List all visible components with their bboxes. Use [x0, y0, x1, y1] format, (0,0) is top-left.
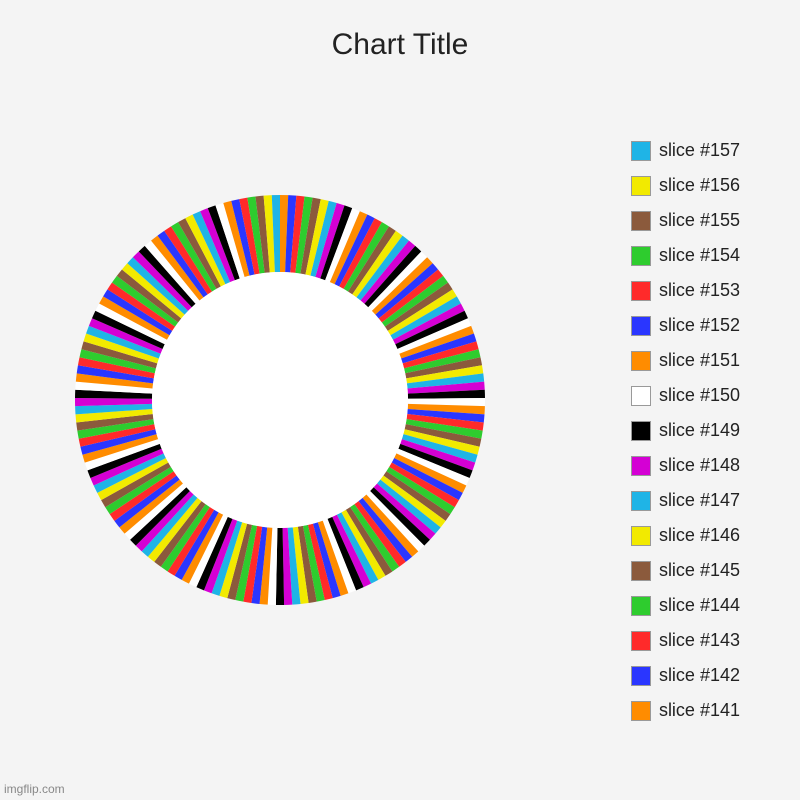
legend-item: slice #157	[631, 140, 740, 161]
legend-swatch	[631, 701, 651, 721]
legend-item: slice #142	[631, 665, 740, 686]
legend-item: slice #148	[631, 455, 740, 476]
legend-swatch	[631, 561, 651, 581]
legend-swatch	[631, 246, 651, 266]
legend-swatch	[631, 421, 651, 441]
chart-title: Chart Title	[0, 28, 800, 62]
legend-label: slice #145	[659, 560, 740, 581]
legend-item: slice #146	[631, 525, 740, 546]
legend-item: slice #154	[631, 245, 740, 266]
legend-swatch	[631, 281, 651, 301]
legend-label: slice #142	[659, 665, 740, 686]
legend-label: slice #151	[659, 350, 740, 371]
legend-label: slice #150	[659, 385, 740, 406]
legend-label: slice #148	[659, 455, 740, 476]
legend-label: slice #156	[659, 175, 740, 196]
legend-swatch	[631, 526, 651, 546]
legend-swatch	[631, 141, 651, 161]
donut-chart	[40, 160, 520, 640]
legend-label: slice #143	[659, 630, 740, 651]
legend-swatch	[631, 631, 651, 651]
legend-swatch	[631, 351, 651, 371]
legend-label: slice #144	[659, 595, 740, 616]
legend-label: slice #146	[659, 525, 740, 546]
legend-swatch	[631, 176, 651, 196]
legend-label: slice #147	[659, 490, 740, 511]
legend-swatch	[631, 666, 651, 686]
legend-label: slice #157	[659, 140, 740, 161]
legend-label: slice #155	[659, 210, 740, 231]
legend-label: slice #141	[659, 700, 740, 721]
legend-item: slice #144	[631, 595, 740, 616]
legend-label: slice #153	[659, 280, 740, 301]
legend-swatch	[631, 491, 651, 511]
legend-item: slice #149	[631, 420, 740, 441]
legend-swatch	[631, 386, 651, 406]
legend-swatch	[631, 456, 651, 476]
legend-item: slice #155	[631, 210, 740, 231]
legend-item: slice #150	[631, 385, 740, 406]
legend: slice #157 slice #156 slice #155 slice #154…	[631, 140, 740, 721]
legend-item: slice #147	[631, 490, 740, 511]
legend-item: slice #141	[631, 700, 740, 721]
legend-item: slice #153	[631, 280, 740, 301]
donut-hole	[152, 272, 408, 528]
legend-item: slice #145	[631, 560, 740, 581]
legend-label: slice #154	[659, 245, 740, 266]
legend-swatch	[631, 596, 651, 616]
legend-item: slice #152	[631, 315, 740, 336]
legend-item: slice #143	[631, 630, 740, 651]
legend-label: slice #152	[659, 315, 740, 336]
legend-item: slice #156	[631, 175, 740, 196]
legend-swatch	[631, 211, 651, 231]
watermark: imgflip.com	[4, 782, 65, 796]
legend-label: slice #149	[659, 420, 740, 441]
legend-item: slice #151	[631, 350, 740, 371]
legend-swatch	[631, 316, 651, 336]
